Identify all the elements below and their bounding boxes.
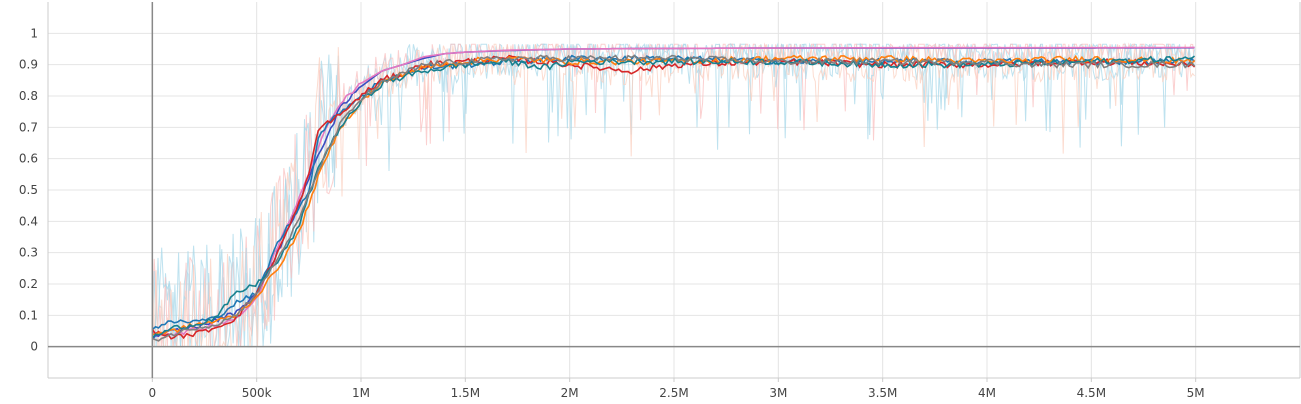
x-tick-label: 4M xyxy=(978,386,996,400)
y-tick-label: 0.4 xyxy=(19,214,38,228)
x-tick-label: 5M xyxy=(1187,386,1205,400)
x-tick-label: 500k xyxy=(242,386,272,400)
x-tick-label: 3.5M xyxy=(868,386,897,400)
y-tick-label: 0.1 xyxy=(19,308,38,322)
x-tick-label: 3M xyxy=(769,386,787,400)
series-line xyxy=(152,54,1196,336)
raw-series-line xyxy=(151,43,1195,348)
y-tick-label: 0.5 xyxy=(19,183,38,197)
x-tick-label: 2.5M xyxy=(659,386,688,400)
x-tick-label: 0 xyxy=(149,386,157,400)
y-tick-label: 0 xyxy=(30,340,38,354)
x-tick-label: 1.5M xyxy=(451,386,480,400)
y-tick-label: 0.6 xyxy=(19,152,38,166)
y-tick-label: 0.9 xyxy=(19,58,38,72)
series-line xyxy=(151,55,1196,339)
y-tick-label: 0.3 xyxy=(19,246,38,260)
y-tick-label: 0.8 xyxy=(19,89,38,103)
smoothed-series-layer xyxy=(151,46,1196,342)
y-tick-label: 1 xyxy=(30,26,38,40)
x-tick-label: 2M xyxy=(561,386,579,400)
series-line xyxy=(151,54,1196,342)
x-tick-label: 4.5M xyxy=(1077,386,1106,400)
y-tick-label: 0.7 xyxy=(19,120,38,134)
x-tick-labels: 0 500k 1M 1.5M 2M 2.5M 3M 3.5M 4M 4.5M 5M xyxy=(149,378,1205,400)
y-tick-label: 0.2 xyxy=(19,277,38,291)
y-tick-labels: 0 0.1 0.2 0.3 0.4 0.5 0.6 0.7 0.8 0.9 1 xyxy=(19,26,38,353)
x-tick-label: 1M xyxy=(352,386,370,400)
